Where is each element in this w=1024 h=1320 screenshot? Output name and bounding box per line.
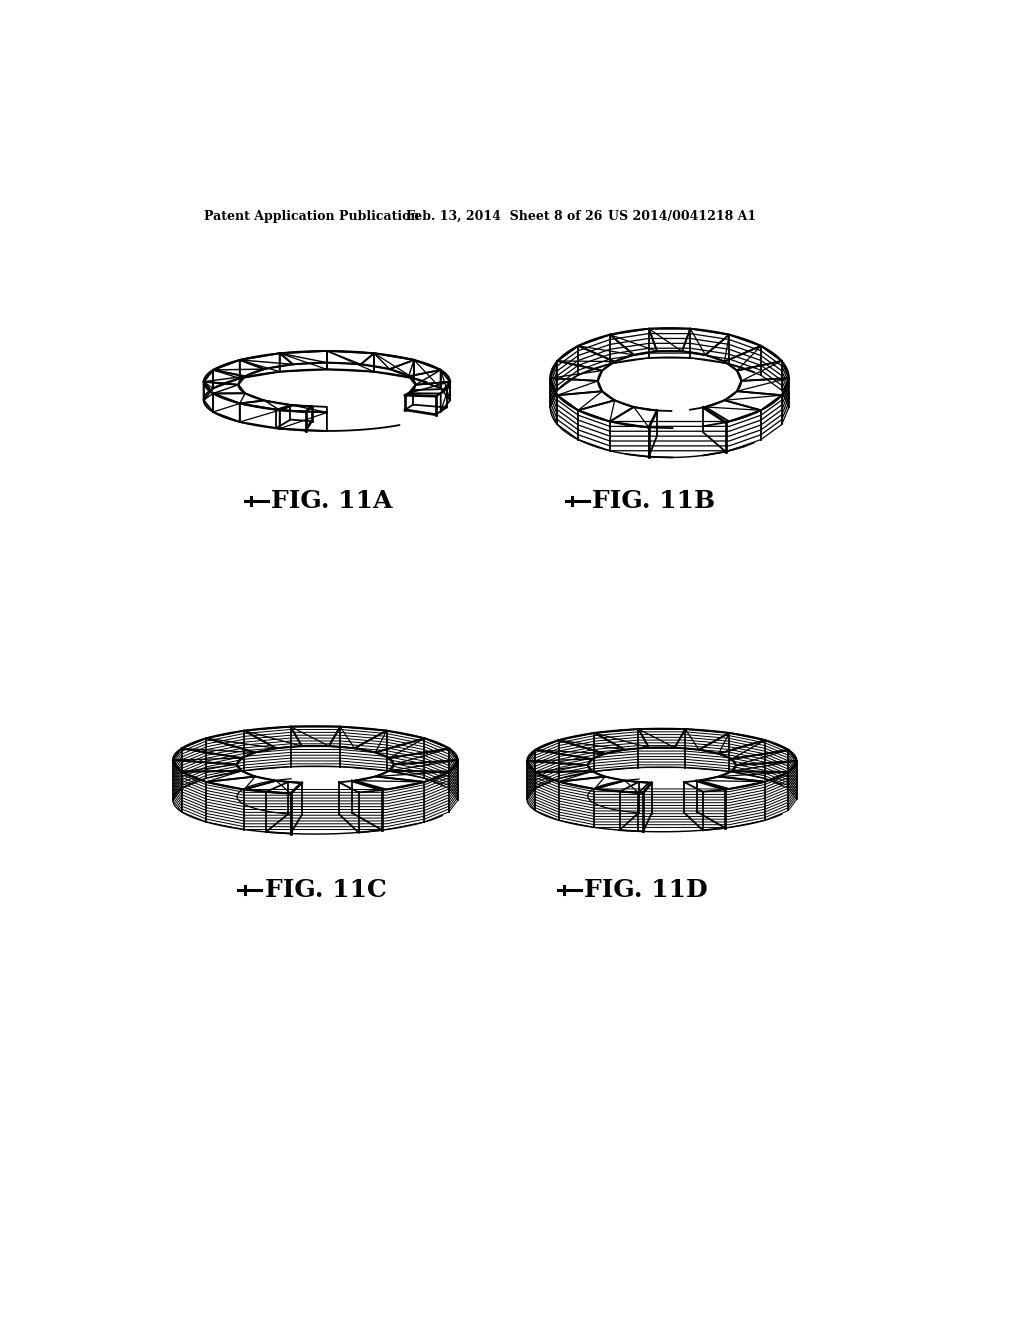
Text: FIG. 11C: FIG. 11C	[264, 878, 386, 902]
Text: Patent Application Publication: Patent Application Publication	[204, 210, 419, 223]
Text: FIG. 11A: FIG. 11A	[270, 488, 392, 513]
Text: FIG. 11B: FIG. 11B	[592, 488, 715, 513]
Text: FIG. 11D: FIG. 11D	[584, 878, 708, 902]
Text: Feb. 13, 2014  Sheet 8 of 26: Feb. 13, 2014 Sheet 8 of 26	[407, 210, 602, 223]
Text: US 2014/0041218 A1: US 2014/0041218 A1	[608, 210, 756, 223]
